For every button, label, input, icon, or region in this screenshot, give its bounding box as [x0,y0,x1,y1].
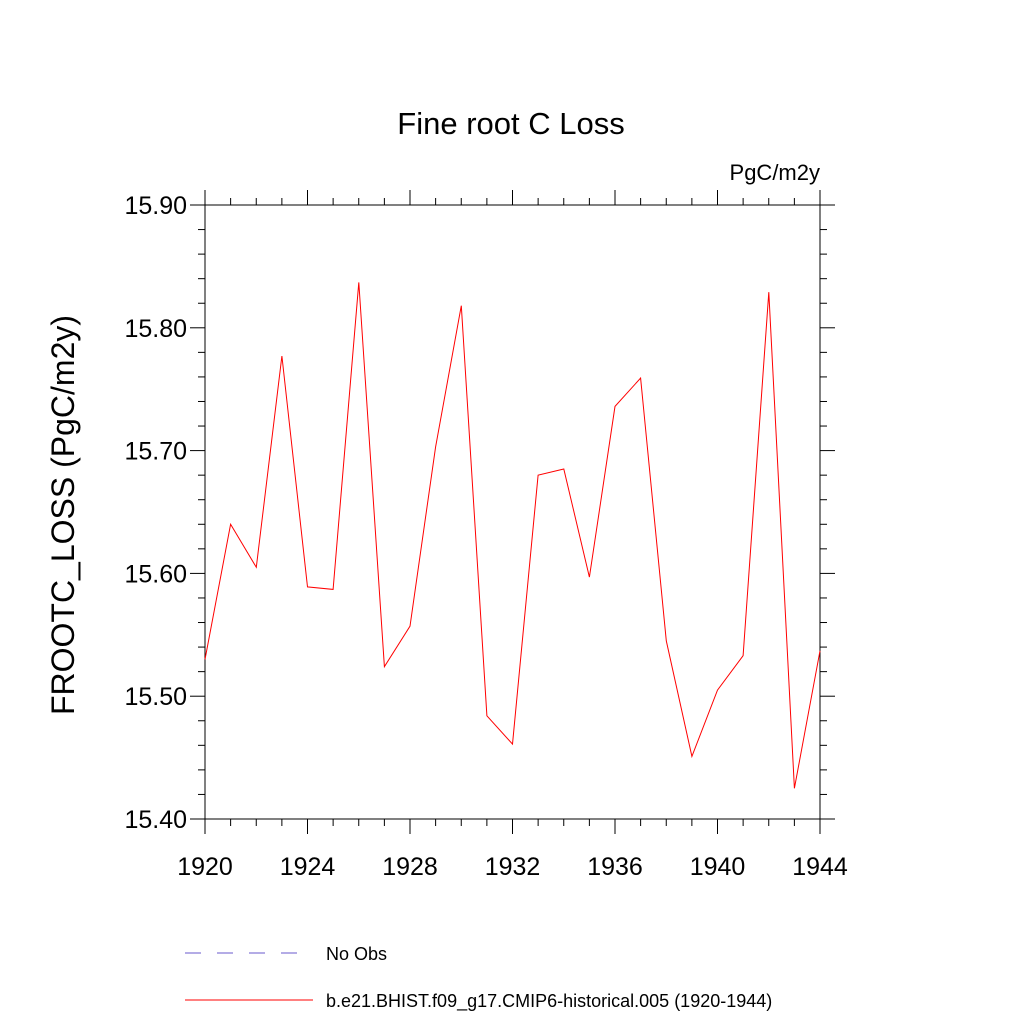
y-tick-label: 15.60 [124,560,187,588]
chart-title: Fine root C Loss [397,106,624,141]
x-tick-label: 1920 [177,853,233,881]
y-tick-labels: 15.40 15.50 15.60 15.70 15.80 15.90 [124,192,187,834]
axis-ticks [190,190,835,834]
x-tick-label: 1924 [280,853,336,881]
x-tick-label: 1932 [485,853,541,881]
units-label: PgC/m2y [730,160,820,185]
series-line [204,282,821,789]
legend: No Obs b.e21.BHIST.f09_g17.CMIP6-histori… [185,944,772,1012]
y-axis-label: FROOTC_LOSS (PgC/m2y) [45,315,81,715]
y-tick-label: 15.90 [124,192,187,220]
x-tick-label: 1940 [690,853,746,881]
legend-label-no-obs: No Obs [326,944,387,964]
y-tick-label: 15.70 [124,438,187,466]
x-tick-label: 1944 [792,853,848,881]
y-tick-label: 15.40 [124,806,187,834]
y-tick-label: 15.50 [124,683,187,711]
x-tick-label: 1936 [587,853,643,881]
legend-label-historical: b.e21.BHIST.f09_g17.CMIP6-historical.005… [326,991,772,1012]
plot-frame [204,204,821,820]
y-tick-label: 15.80 [124,315,187,343]
series-lines [204,282,821,789]
x-tick-label: 1928 [382,853,438,881]
x-tick-labels: 1920 1924 1928 1932 1936 1940 1944 [177,853,848,881]
